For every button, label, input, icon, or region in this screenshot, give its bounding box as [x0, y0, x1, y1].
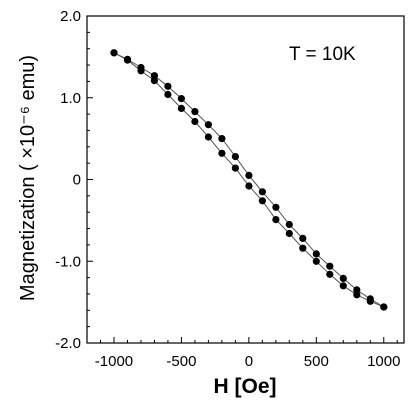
data-point	[353, 291, 361, 299]
data-point	[177, 104, 185, 112]
data-point	[191, 117, 199, 126]
data-point	[164, 82, 172, 90]
data-point	[326, 262, 334, 270]
data-point	[150, 77, 158, 85]
x-tick-label: 1000	[367, 353, 400, 370]
x-tick-label: -500	[166, 353, 196, 370]
series-line-2	[113, 52, 384, 308]
data-point	[312, 250, 320, 258]
data-point	[164, 90, 172, 99]
data-point	[177, 95, 185, 103]
data-point	[299, 234, 307, 242]
data-point	[137, 67, 145, 75]
data-point	[218, 135, 226, 143]
y-tick-label: 1.0	[60, 90, 81, 107]
data-point	[245, 171, 253, 179]
data-point	[123, 56, 132, 64]
x-axis-title: H [Oe]	[214, 375, 277, 398]
data-point	[204, 121, 212, 129]
series-lines	[113, 52, 385, 308]
x-axis-ticks: -1000 -500 0 500 1000	[95, 337, 400, 370]
y-tick-label: -1.0	[55, 253, 81, 270]
x-tick-label: 0	[245, 353, 253, 370]
data-points	[110, 49, 388, 311]
x-tick-label: 500	[304, 353, 329, 370]
y-tick-label: 2.0	[60, 8, 81, 25]
temperature-annotation: T = 10K	[289, 44, 356, 65]
y-axis-title: Magnetization ( ×10⁻⁶ emu)	[17, 55, 39, 301]
data-point	[258, 188, 266, 196]
x-tick-label: -1000	[95, 353, 133, 370]
y-tick-label: -2.0	[55, 335, 81, 352]
data-point	[272, 203, 280, 211]
data-point	[285, 229, 293, 238]
data-point	[272, 216, 280, 224]
data-point	[285, 220, 293, 229]
data-point	[231, 164, 239, 172]
data-point	[110, 49, 118, 57]
y-axis-ticks: 2.0 1.0 0 -1.0 -2.0	[55, 8, 93, 352]
data-point	[245, 182, 253, 190]
data-point	[231, 153, 239, 161]
data-point	[380, 303, 388, 311]
data-point	[339, 274, 347, 282]
series-line-1	[113, 52, 385, 308]
data-point	[258, 197, 266, 205]
data-point	[312, 257, 320, 265]
data-point	[299, 244, 307, 252]
data-point	[366, 297, 374, 305]
data-point	[339, 282, 347, 290]
data-point	[204, 133, 212, 141]
data-point	[191, 108, 199, 116]
y-tick-label: 0	[73, 172, 81, 189]
data-point	[326, 270, 334, 278]
data-point	[218, 149, 226, 157]
